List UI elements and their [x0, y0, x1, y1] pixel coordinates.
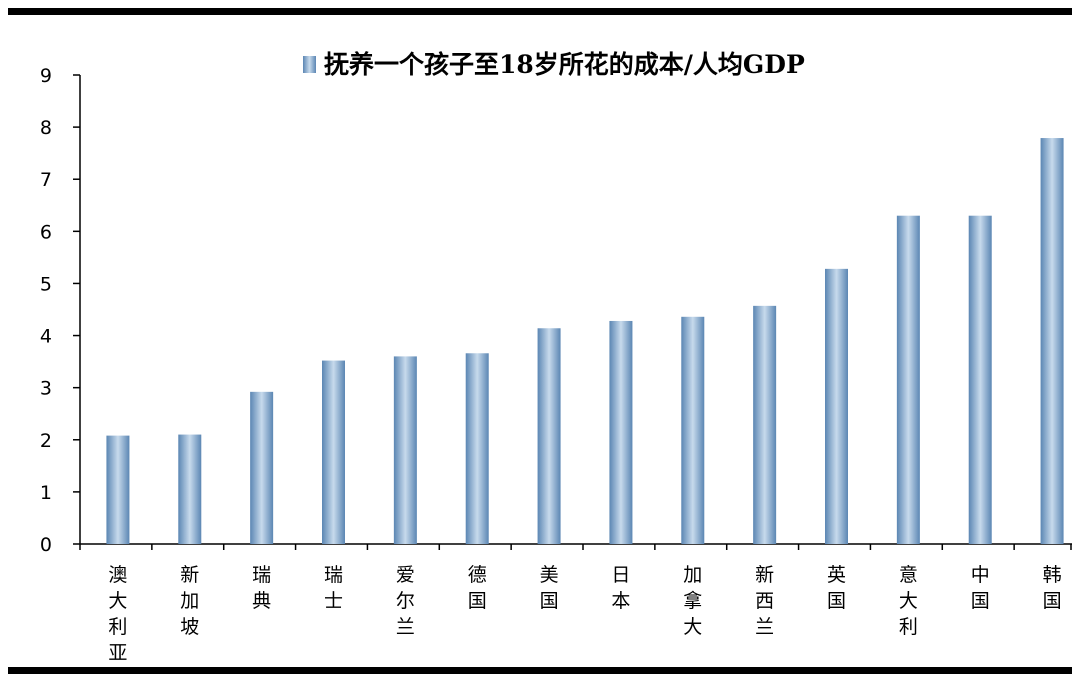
category-label: 瑞士 [324, 564, 343, 612]
bar [681, 316, 705, 544]
y-tick-label: 4 [40, 326, 52, 348]
category-label: 中国 [971, 564, 990, 612]
category-label: 日本 [611, 564, 630, 612]
category-label: 新西兰 [755, 564, 774, 638]
bar [322, 360, 345, 544]
category-label: 韩国 [1043, 564, 1062, 612]
top-rule [8, 8, 1072, 15]
legend-label: 抚养一个孩子至18岁所花的成本/人均GDP [324, 50, 805, 79]
category-label: 澳大利亚 [108, 564, 127, 664]
category-label: 德国 [468, 564, 487, 612]
bar [250, 391, 274, 544]
bar [896, 215, 920, 544]
bar [178, 434, 202, 544]
bar [393, 356, 417, 544]
bar [968, 215, 992, 544]
y-tick-label: 0 [40, 534, 52, 556]
category-label: 新加坡 [180, 564, 199, 638]
y-tick-label: 5 [40, 273, 52, 295]
y-tick-label: 1 [40, 482, 52, 504]
bottom-rule [8, 667, 1072, 674]
y-tick-label: 6 [40, 221, 52, 243]
category-label: 美国 [540, 564, 559, 612]
y-tick-label: 9 [40, 65, 52, 87]
bar [1040, 138, 1064, 544]
legend: 抚养一个孩子至18岁所花的成本/人均GDP [303, 50, 805, 79]
legend-swatch [303, 56, 316, 73]
bar [753, 305, 777, 544]
category-label: 意大利 [899, 564, 918, 638]
bar [537, 328, 561, 544]
y-tick-label: 3 [40, 378, 52, 400]
category-label: 加拿大 [683, 564, 702, 638]
bar [609, 320, 633, 544]
y-tick-label: 2 [40, 430, 52, 452]
bar [825, 268, 848, 544]
y-tick-label: 7 [40, 169, 52, 191]
category-label: 英国 [827, 564, 846, 612]
bar [465, 353, 489, 544]
bar [106, 435, 130, 544]
y-tick-label: 8 [40, 117, 52, 139]
category-label: 瑞典 [252, 564, 271, 612]
category-label: 爱尔兰 [396, 564, 415, 638]
